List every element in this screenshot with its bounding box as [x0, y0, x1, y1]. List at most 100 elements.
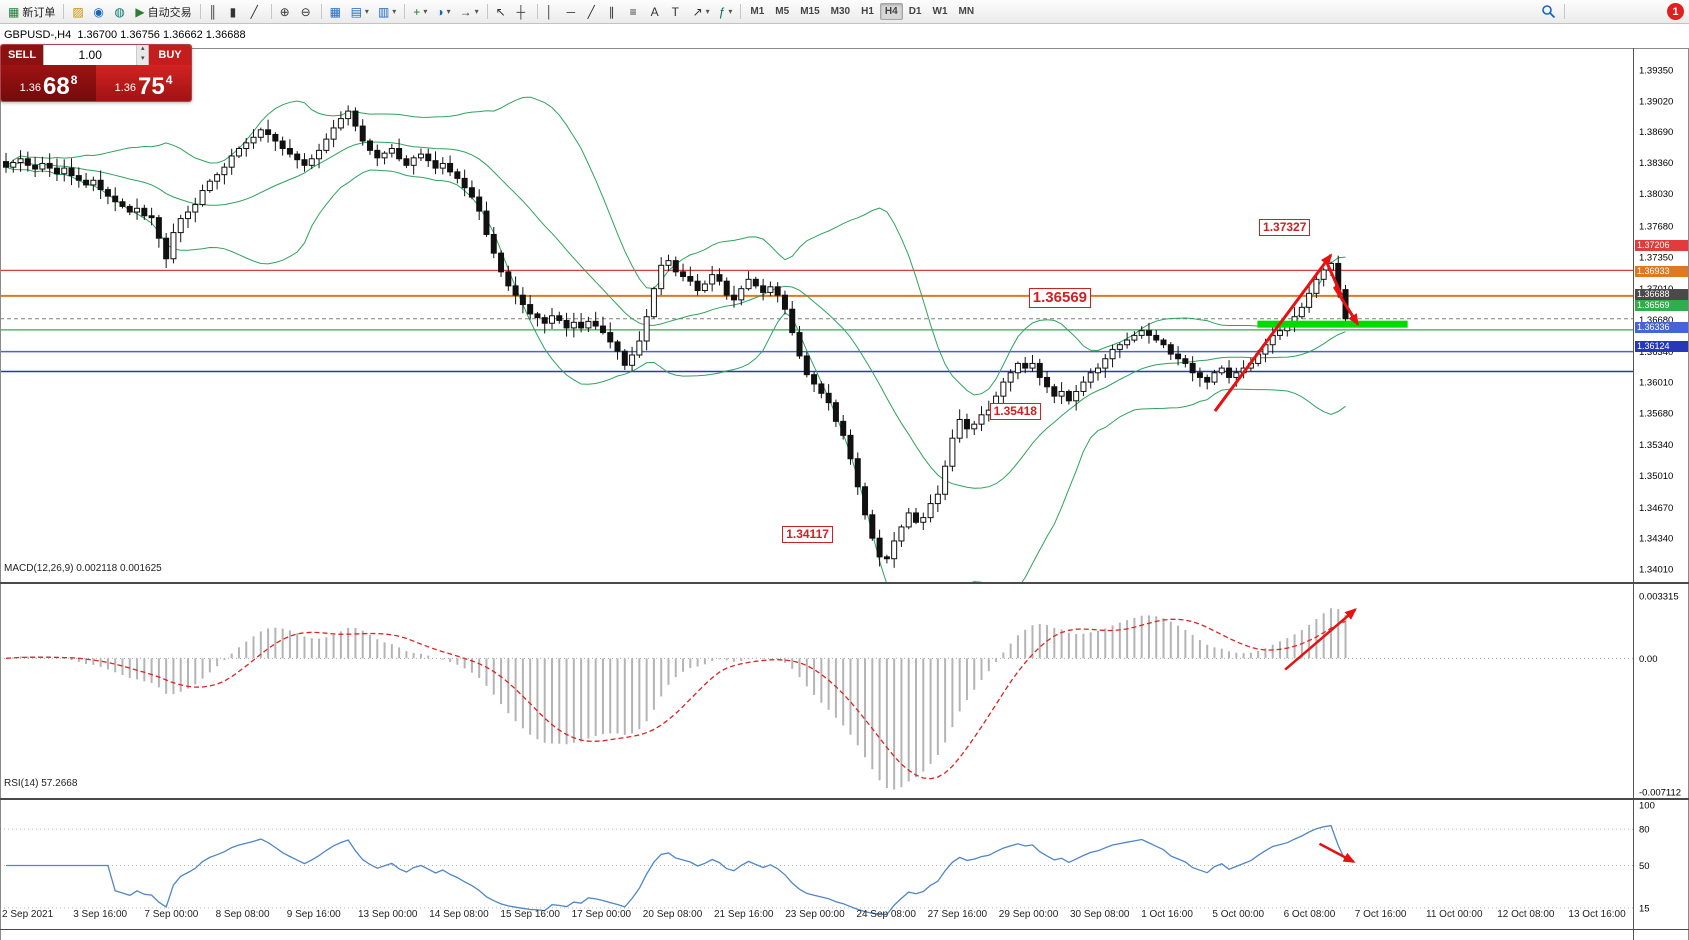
- market-watch-button[interactable]: ◉: [89, 2, 109, 22]
- cursor-icon: ↖: [495, 4, 506, 19]
- time-axis-label: 21 Sep 16:00: [714, 909, 774, 920]
- arrange-charts-button[interactable]: ▥ ▾: [374, 2, 400, 22]
- data-window-button[interactable]: ◍: [110, 2, 130, 22]
- search-icon: [1542, 5, 1556, 19]
- zoom-in-button[interactable]: ⊕: [276, 2, 296, 22]
- time-axis-label: 24 Sep 08:00: [856, 909, 916, 920]
- cascade-windows-icon: ▤: [350, 4, 362, 19]
- macd-indicator: [0, 608, 1633, 790]
- svg-text:1.35340: 1.35340: [1639, 440, 1673, 451]
- volume-decr-button[interactable]: ▾: [136, 55, 148, 65]
- dropdown-caret-icon: ▾: [446, 7, 451, 16]
- time-axis-label: 5 Oct 00:00: [1212, 909, 1265, 920]
- trendline-button[interactable]: ╱: [584, 2, 604, 22]
- horizontal-line-icon: ─: [566, 4, 576, 19]
- autotrading-button[interactable]: ▶ 自动交易: [131, 2, 195, 22]
- timeframe-d1-button[interactable]: D1: [908, 6, 922, 17]
- sell-button[interactable]: SELL: [1, 45, 43, 65]
- timeframe-h1-button[interactable]: H1: [861, 6, 874, 17]
- auto-scroll-button[interactable]: ◑ ▾: [432, 2, 454, 22]
- new-order-button[interactable]: ▦ 新订单: [4, 2, 59, 22]
- time-axis-label: 12 Oct 08:00: [1497, 909, 1555, 920]
- new-chart-icon: +: [413, 4, 421, 19]
- volume-input[interactable]: [44, 45, 137, 65]
- time-axis-label: 30 Sep 08:00: [1070, 909, 1130, 920]
- shapes-arrows-button[interactable]: ↗ ▾: [689, 2, 714, 22]
- fibonacci-retracement-icon: ≡: [629, 4, 637, 19]
- equidistant-channel-button[interactable]: ∥: [605, 2, 625, 22]
- trend-arrows[interactable]: [1213, 253, 1360, 412]
- svg-text:1.37350: 1.37350: [1639, 252, 1673, 263]
- time-axis-label: 13 Oct 16:00: [1568, 909, 1626, 920]
- text-button[interactable]: A: [647, 2, 667, 22]
- shapes-arrows-icon: ↗: [692, 4, 703, 19]
- time-axis-label: 27 Sep 16:00: [927, 909, 988, 920]
- cascade-windows-button[interactable]: ▤ ▾: [347, 2, 373, 22]
- toolbar-separator: [404, 4, 406, 19]
- buy-price-display[interactable]: 1.36 75 4: [96, 65, 191, 101]
- timeframe-w1-button[interactable]: W1: [932, 6, 948, 17]
- svg-text:1.38030: 1.38030: [1639, 189, 1673, 200]
- time-axis-label: 20 Sep 08:00: [642, 909, 703, 920]
- dropdown-caret-icon: ▾: [728, 7, 733, 16]
- toolbar-separator: [486, 4, 488, 19]
- market-watch-icon: ◉: [93, 4, 104, 19]
- toolbar-separator: [199, 4, 201, 19]
- svg-text:50: 50: [1639, 861, 1650, 872]
- new-order-label: 新订单: [22, 6, 56, 19]
- indicators-list-button[interactable]: ƒ ▾: [715, 2, 737, 22]
- dropdown-caret-icon: ▾: [423, 7, 428, 16]
- svg-text:1.38360: 1.38360: [1639, 158, 1673, 169]
- notification-badge[interactable]: 1: [1667, 3, 1684, 20]
- svg-text:0.003315: 0.003315: [1639, 592, 1679, 603]
- search-button[interactable]: [1537, 2, 1560, 22]
- trendline-icon: ╱: [587, 4, 595, 19]
- time-axis-label: 7 Sep 00:00: [144, 909, 199, 920]
- fibonacci-retracement-button[interactable]: ≡: [626, 2, 646, 22]
- buy-button[interactable]: BUY: [149, 45, 191, 65]
- time-axis-label: 29 Sep 00:00: [998, 909, 1059, 920]
- candlestick-series: [3, 105, 1349, 568]
- dropdown-caret-icon: ▾: [364, 7, 369, 16]
- timeframe-m15-button[interactable]: M15: [800, 6, 820, 17]
- svg-text:1.36680: 1.36680: [1639, 315, 1673, 326]
- vertical-line-button[interactable]: │: [542, 2, 562, 22]
- timeframe-m5-button[interactable]: M5: [775, 6, 790, 17]
- svg-text:-0.007112: -0.007112: [1639, 788, 1681, 799]
- line-chart-button[interactable]: ╱: [247, 2, 267, 22]
- indicators-list-icon: ƒ: [718, 4, 726, 19]
- cursor-button[interactable]: ↖: [492, 2, 512, 22]
- buy-price-prefix: 1.36: [114, 82, 137, 94]
- time-axis-label: 1 Oct 16:00: [1141, 909, 1193, 920]
- support-zone-highlight[interactable]: [1257, 320, 1408, 328]
- time-axis-label: 14 Sep 08:00: [429, 909, 489, 920]
- time-axis-label: 17 Sep 00:00: [571, 909, 632, 920]
- svg-text:1.36340: 1.36340: [1639, 347, 1673, 358]
- timeframe-m30-button[interactable]: M30: [830, 6, 851, 17]
- chart-shift-button[interactable]: → ▾: [456, 2, 483, 22]
- time-axis-label: 7 Oct 16:00: [1354, 909, 1407, 920]
- timeframe-mn-button[interactable]: MN: [958, 6, 975, 17]
- new-chart-button[interactable]: + ▾: [409, 2, 431, 22]
- new-order-icon: ▦: [8, 4, 20, 19]
- text-label-button[interactable]: T: [668, 2, 688, 22]
- svg-text:80: 80: [1639, 825, 1650, 836]
- time-axis-label: 2 Sep 2021: [2, 909, 54, 920]
- chart-canvas[interactable]: 1.39350 1.39020 1.38690 1.38360 1.38030 1.376…: [0, 24, 1689, 940]
- svg-text:15: 15: [1639, 903, 1650, 914]
- chart-window: 1.39350 1.39020 1.38690 1.38360 1.38030 1.376…: [0, 24, 1689, 940]
- candlestick-chart-button[interactable]: ▮: [226, 2, 246, 22]
- charts-profile-button[interactable]: ▨: [68, 2, 88, 22]
- zoom-out-button[interactable]: ⊖: [297, 2, 317, 22]
- horizontal-line-button[interactable]: ─: [563, 2, 583, 22]
- sell-price-display[interactable]: 1.36 68 8: [1, 65, 96, 101]
- timeframe-h4-button[interactable]: H4: [879, 3, 903, 20]
- volume-increase-button[interactable]: ▴: [136, 45, 148, 55]
- tile-windows-button[interactable]: ▦: [326, 2, 346, 22]
- bar-chart-button[interactable]: ║: [205, 2, 225, 22]
- sell-price-big: 68: [43, 73, 70, 100]
- crosshair-button[interactable]: ┼: [513, 2, 533, 22]
- timeframe-m1-button[interactable]: M1: [750, 6, 765, 17]
- svg-text:100: 100: [1639, 801, 1655, 812]
- time-axis-label: 9 Sep 16:00: [286, 909, 341, 920]
